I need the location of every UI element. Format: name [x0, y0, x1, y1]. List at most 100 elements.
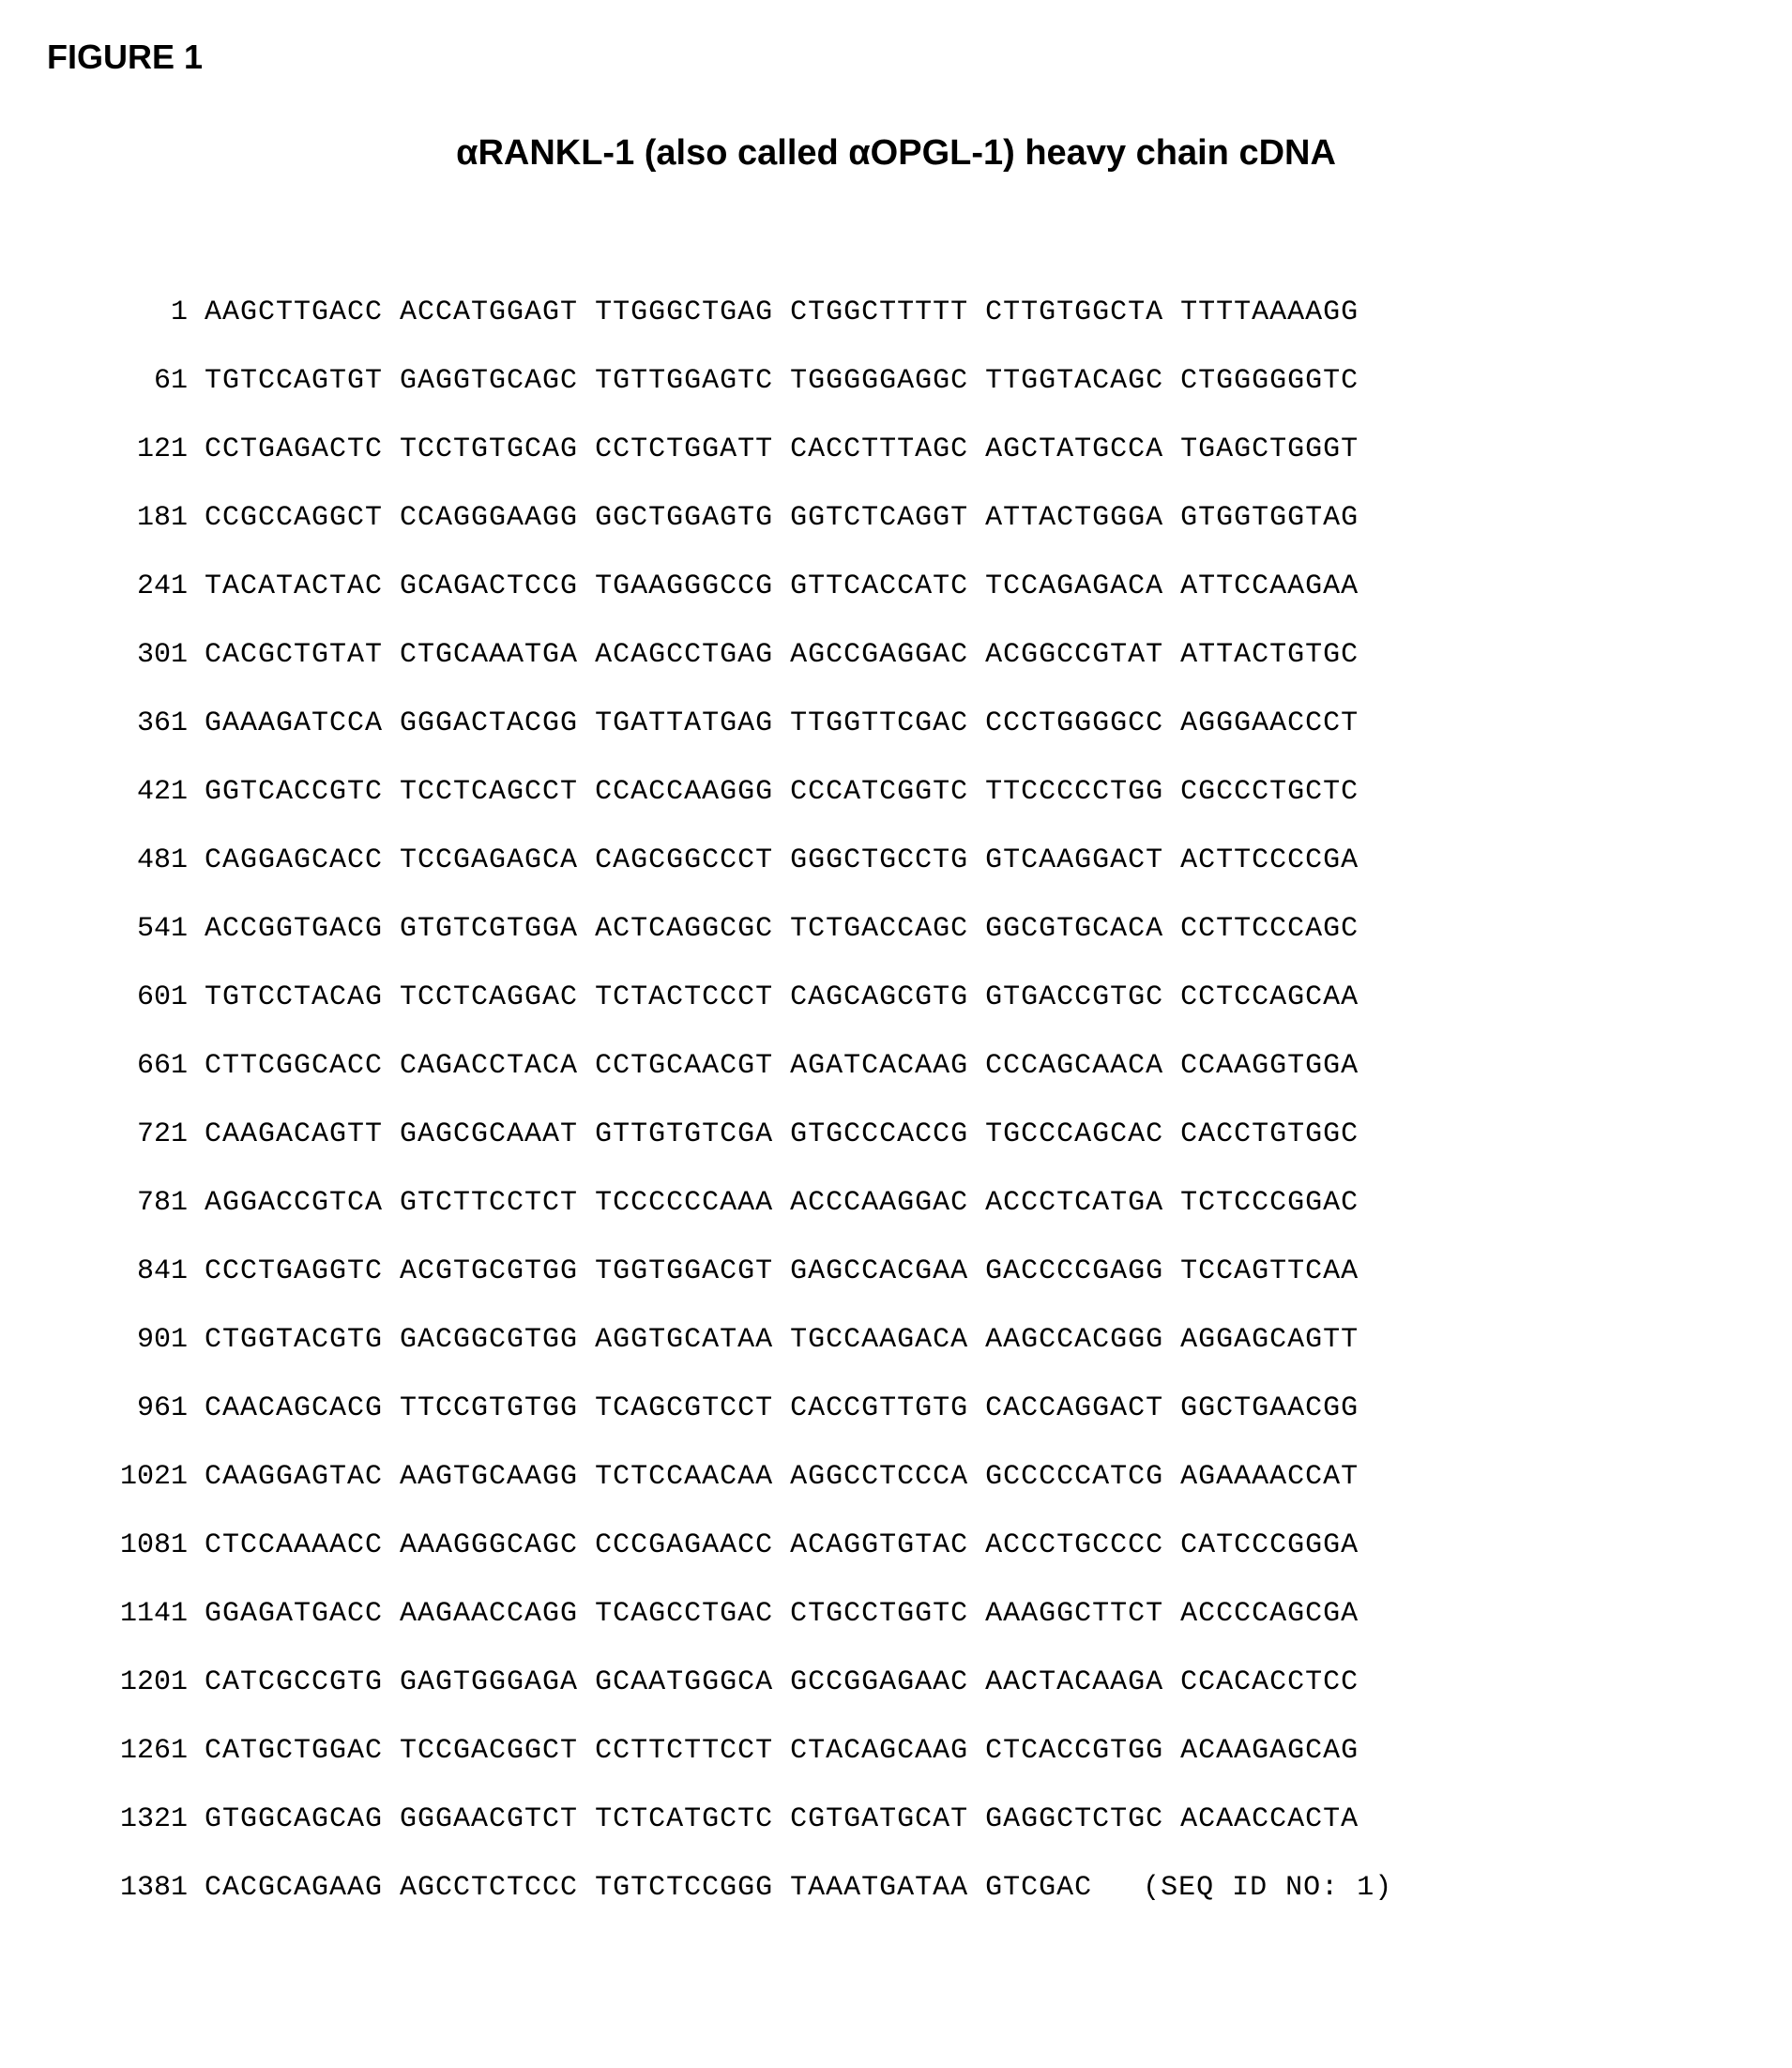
- sequence-block-segment: CCTTCTTCCT: [595, 1725, 773, 1778]
- sequence-block-segment: AAAGGGCAGC: [400, 1519, 578, 1573]
- sequence-blocks: CTCCAAAACCAAAGGGCAGCCCCGAGAACCACAGGTGTAC…: [205, 1519, 1359, 1573]
- sequence-position: 1261: [84, 1725, 205, 1778]
- sequence-block-segment: CAAGACAGTT: [205, 1108, 383, 1162]
- sequence-block-segment: CCACCAAGGG: [595, 766, 773, 819]
- sequence-block-segment: TTGGGCTGAG: [595, 286, 773, 340]
- sequence-block-segment: CCTTCCCAGC: [1180, 903, 1359, 956]
- sequence-position: 781: [84, 1177, 205, 1230]
- sequence-block-segment: ACCATGGAGT: [400, 286, 578, 340]
- sequence-block-segment: ACCCCAGCGA: [1180, 1588, 1359, 1641]
- sequence-block-segment: ATTACTGTGC: [1180, 629, 1359, 682]
- sequence-block-segment: ACAACCACTA: [1180, 1793, 1359, 1847]
- sequence-row: 61TGTCCAGTGTGAGGTGCAGCTGTTGGAGTCTGGGGGAG…: [84, 355, 1745, 408]
- sequence-block-segment: TGTCCTACAG: [205, 971, 383, 1025]
- sequence-block-segment: CCTCCAGCAA: [1180, 971, 1359, 1025]
- sequence-block-segment: CTGGTACGTG: [205, 1314, 383, 1367]
- sequence-row: 541ACCGGTGACGGTGTCGTGGAACTCAGGCGCTCTGACC…: [84, 903, 1745, 956]
- figure-label: FIGURE 1: [47, 38, 1745, 77]
- sequence-block-segment: GGGCTGCCTG: [790, 834, 968, 888]
- sequence-block-segment: TCTCCCGGAC: [1180, 1177, 1359, 1230]
- sequence-block-segment: CATGCTGGAC: [205, 1725, 383, 1778]
- sequence-block-segment: CACCAGGACT: [985, 1382, 1163, 1436]
- sequence-row: 121CCTGAGACTCTCCTGTGCAGCCTCTGGATTCACCTTT…: [84, 423, 1745, 477]
- sequence-block-segment: CTACAGCAAG: [790, 1725, 968, 1778]
- sequence-block-segment: GCCGGAGAAC: [790, 1656, 968, 1710]
- sequence-row: 241TACATACTACGCAGACTCCGTGAAGGGCCGGTTCACC…: [84, 560, 1745, 614]
- sequence-block-segment: TCCGACGGCT: [400, 1725, 578, 1778]
- sequence-position: 541: [84, 903, 205, 956]
- sequence-block-segment: CAGCAGCGTG: [790, 971, 968, 1025]
- sequence-block-segment: TAAATGATAA: [790, 1862, 968, 1915]
- sequence-block-segment: TCTACTCCCT: [595, 971, 773, 1025]
- sequence-block-segment: GGTCACCGTC: [205, 766, 383, 819]
- sequence-block-segment: TTCCCCCTGG: [985, 766, 1163, 819]
- sequence-block-segment: GTTCACCATC: [790, 560, 968, 614]
- sequence-block-segment: AGGGAACCCT: [1180, 697, 1359, 751]
- sequence-row: 1141GGAGATGACCAAGAACCAGGTCAGCCTGACCTGCCT…: [84, 1588, 1745, 1641]
- sequence-position: 1201: [84, 1656, 205, 1710]
- sequence-block-segment: GAGGTGCAGC: [400, 355, 578, 408]
- sequence-block-segment: TCAGCGTCCT: [595, 1382, 773, 1436]
- sequence-block-segment: TGGGGGAGGC: [790, 355, 968, 408]
- sequence-block-segment: AGATCACAAG: [790, 1040, 968, 1093]
- sequence-blocks: GAAAGATCCAGGGACTACGGTGATTATGAGTTGGTTCGAC…: [205, 697, 1359, 751]
- sequence-blocks: ACCGGTGACGGTGTCGTGGAACTCAGGCGCTCTGACCAGC…: [205, 903, 1359, 956]
- sequence-block-segment: ACCCAAGGAC: [790, 1177, 968, 1230]
- sequence-blocks: TGTCCTACAGTCCTCAGGACTCTACTCCCTCAGCAGCGTG…: [205, 971, 1359, 1025]
- sequence-position: 601: [84, 971, 205, 1025]
- sequence-block-segment: GTCGAC: [985, 1862, 1092, 1915]
- sequence-position: 661: [84, 1040, 205, 1093]
- sequence-block-segment: GGGACTACGG: [400, 697, 578, 751]
- sequence-blocks: TGTCCAGTGTGAGGTGCAGCTGTTGGAGTCTGGGGGAGGC…: [205, 355, 1359, 408]
- sequence-position: 1141: [84, 1588, 205, 1641]
- sequence-block-segment: GACGGCGTGG: [400, 1314, 578, 1367]
- sequence-block-segment: CCAAGGTGGA: [1180, 1040, 1359, 1093]
- sequence-block-segment: CTGGCTTTTT: [790, 286, 968, 340]
- sequence-block-segment: AGGACCGTCA: [205, 1177, 383, 1230]
- sequence-block-segment: TCAGCCTGAC: [595, 1588, 773, 1641]
- sequence-position: 421: [84, 766, 205, 819]
- sequence-position: 841: [84, 1245, 205, 1299]
- sequence-block-segment: ACGGCCGTAT: [985, 629, 1163, 682]
- sequence-block-segment: TGTCTCCGGG: [595, 1862, 773, 1915]
- sequence-block-segment: ACCGGTGACG: [205, 903, 383, 956]
- sequence-block-segment: CGCCCTGCTC: [1180, 766, 1359, 819]
- sequence-block-segment: TGTTGGAGTC: [595, 355, 773, 408]
- sequence-block-segment: TTCCGTGTGG: [400, 1382, 578, 1436]
- sequence-block-segment: GGAGATGACC: [205, 1588, 383, 1641]
- sequence-position: 301: [84, 629, 205, 682]
- sequence-block-segment: AAAGGCTTCT: [985, 1588, 1163, 1641]
- sequence-block-segment: CACCTTTAGC: [790, 423, 968, 477]
- sequence-row: 661CTTCGGCACCCAGACCTACACCTGCAACGTAGATCAC…: [84, 1040, 1745, 1093]
- sequence-block-segment: TGGTGGACGT: [595, 1245, 773, 1299]
- sequence-block-segment: ACAAGAGCAG: [1180, 1725, 1359, 1778]
- sequence-blocks: CAAGGAGTACAAGTGCAAGGTCTCCAACAAAGGCCTCCCA…: [205, 1451, 1359, 1504]
- sequence-block-segment: CATCGCCGTG: [205, 1656, 383, 1710]
- sequence-position: 901: [84, 1314, 205, 1367]
- sequence-position: 1: [84, 286, 205, 340]
- sequence-row: 901CTGGTACGTGGACGGCGTGGAGGTGCATAATGCCAAG…: [84, 1314, 1745, 1367]
- sequence-blocks: CACGCTGTATCTGCAAATGAACAGCCTGAGAGCCGAGGAC…: [205, 629, 1359, 682]
- sequence-position: 1321: [84, 1793, 205, 1847]
- sequence-block-segment: CTTCGGCACC: [205, 1040, 383, 1093]
- sequence-block-segment: TCTCCAACAA: [595, 1451, 773, 1504]
- sequence-block-segment: TGAGCTGGGT: [1180, 423, 1359, 477]
- sequence-block-segment: TCTGACCAGC: [790, 903, 968, 956]
- figure-title: αRANKL-1 (also called αOPGL-1) heavy cha…: [47, 133, 1745, 174]
- sequence-block-segment: CTCACCGTGG: [985, 1725, 1163, 1778]
- sequence-block-segment: TTGGTACAGC: [985, 355, 1163, 408]
- sequence-block-segment: CCCGAGAACC: [595, 1519, 773, 1573]
- sequence-block-segment: TTGGTTCGAC: [790, 697, 968, 751]
- sequence-blocks: TACATACTACGCAGACTCCGTGAAGGGCCGGTTCACCATC…: [205, 560, 1359, 614]
- sequence-block-segment: TCCAGAGACA: [985, 560, 1163, 614]
- sequence-block-segment: GCAGACTCCG: [400, 560, 578, 614]
- sequence-block-segment: CCTGCAACGT: [595, 1040, 773, 1093]
- sequence-blocks: CACGCAGAAGAGCCTCTCCCTGTCTCCGGGTAAATGATAA…: [205, 1862, 1392, 1915]
- sequence-position: 121: [84, 423, 205, 477]
- sequence-block-segment: ACCCTCATGA: [985, 1177, 1163, 1230]
- sequence-block-segment: GAGCCACGAA: [790, 1245, 968, 1299]
- sequence-block-segment: AGGCCTCCCA: [790, 1451, 968, 1504]
- sequence-block-segment: CTGCCTGGTC: [790, 1588, 968, 1641]
- sequence-block-segment: CCCTGGGGCC: [985, 697, 1163, 751]
- seq-id-label: (SEQ ID NO: 1): [1143, 1862, 1392, 1915]
